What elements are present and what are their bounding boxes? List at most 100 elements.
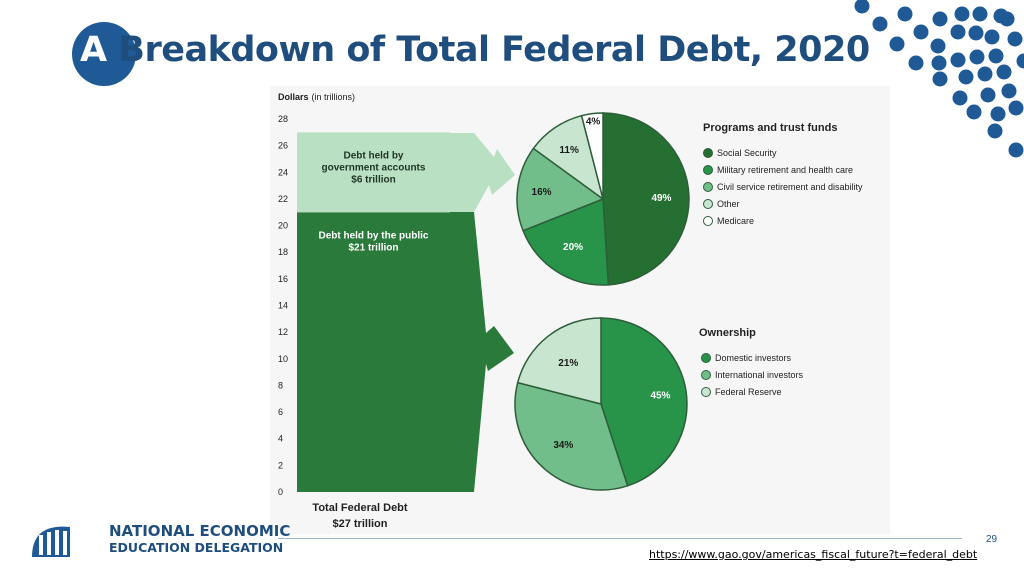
y-tick-label: 14 — [278, 301, 288, 311]
logo-line-2: EDUCATION DELEGATION — [109, 540, 284, 555]
bar-segment-label: Debt held by — [343, 150, 403, 161]
legend-label: Medicare — [717, 216, 754, 226]
decorative-dot — [897, 6, 913, 22]
legend-label: Other — [717, 199, 740, 209]
programs-pie-slice-label: 49% — [651, 193, 671, 204]
footer-divider — [278, 538, 962, 539]
bar-segment-label: Debt held by the public — [318, 230, 428, 241]
programs-legend-title: Programs and trust funds — [703, 122, 837, 134]
ownership-pie-slice — [516, 317, 602, 405]
y-tick-label: 12 — [278, 327, 288, 337]
y-axis: Dollars (in trillions) 024681012141618202… — [278, 92, 355, 497]
legend-label: Federal Reserve — [715, 387, 782, 397]
ownership-pie-slice-label: 21% — [558, 358, 578, 369]
decorative-dot — [1008, 100, 1024, 116]
bar-segment-label: government accounts — [322, 162, 426, 173]
title-accent-circle — [72, 22, 136, 86]
legend-label: International investors — [715, 370, 804, 380]
y-tick-label: 4 — [278, 434, 283, 444]
programs-pie: 49% 20% 16% 11% 4% — [516, 112, 690, 286]
bar-segment — [297, 212, 450, 492]
debt-breakdown-figure: Dollars (in trillions) 0 2 4 6 8 10 12 14 16 18 20 2… — [270, 86, 890, 534]
decorative-dot — [950, 52, 966, 68]
legend-label: Civil service retirement and disability — [717, 182, 863, 192]
programs-pie-slice — [522, 197, 610, 286]
y-tick-label: 16 — [278, 274, 288, 284]
programs-pie-slice — [580, 112, 604, 200]
connector-arrows — [450, 133, 515, 492]
legend-swatch — [703, 148, 713, 158]
decorative-dot — [913, 24, 929, 40]
total-debt-label: Total Federal Debt $27 trillion — [312, 502, 407, 530]
y-tick-label: 28 — [278, 114, 288, 124]
decorative-dot — [889, 36, 905, 52]
legend-swatch — [703, 182, 713, 192]
decorative-dot — [958, 69, 974, 85]
y-tick-label: 24 — [278, 167, 288, 177]
legend-label: Military retirement and health care — [717, 165, 853, 175]
programs-pie-slice — [602, 112, 690, 286]
ownership-legend: Ownership Domestic investors Internationa… — [699, 327, 804, 397]
legend-label: Social Security — [717, 148, 777, 158]
decorative-dot — [1001, 83, 1017, 99]
page-title: A Breakdown of Total Federal Debt, 2020 — [80, 30, 870, 70]
y-tick-label: 0 — [278, 487, 283, 497]
decorative-dot — [952, 90, 968, 106]
decorative-dot — [966, 104, 982, 120]
decorative-dot — [950, 24, 966, 40]
legend-swatch — [701, 387, 711, 397]
decorative-dot — [977, 66, 993, 82]
decorative-dot — [996, 64, 1012, 80]
decorative-dot-pattern — [854, 0, 1024, 158]
debt-chart-svg: Dollars (in trillions) 024681012141618202… — [278, 92, 863, 530]
decorative-dot — [984, 29, 1000, 45]
y-tick-label: 22 — [278, 194, 288, 204]
y-axis-title: Dollars (in trillions) — [278, 92, 355, 102]
y-axis-title-unit: (in trillions) — [312, 92, 356, 102]
bar-category-label: Total Federal Debt — [312, 502, 407, 514]
decorative-dot — [1016, 53, 1024, 69]
programs-pie-slice-label: 11% — [559, 145, 579, 156]
decorative-dot — [988, 48, 1004, 64]
decorative-dot — [932, 11, 948, 27]
nation-dome-icon — [32, 526, 70, 557]
decorative-dot — [968, 25, 984, 41]
decorative-dot — [1007, 31, 1023, 47]
ownership-pie-slice — [600, 317, 688, 487]
y-tick-label: 2 — [278, 460, 283, 470]
page-number: 29 — [986, 534, 998, 545]
bar-segment — [297, 132, 450, 213]
y-tick-label: 26 — [278, 141, 288, 151]
ownership-legend-title: Ownership — [699, 327, 756, 339]
decorative-dot — [987, 123, 1003, 139]
decorative-dot — [872, 16, 888, 32]
stacked-bar: Debt held by the public$21 trillion Debt … — [297, 132, 450, 492]
legend-swatch — [703, 216, 713, 226]
bar-segment-label: $6 trillion — [351, 174, 395, 185]
legend-label: Domestic investors — [715, 353, 792, 363]
decorative-dot — [990, 106, 1006, 122]
source-link[interactable]: https://www.gao.gov/americas_fiscal_futu… — [649, 548, 978, 561]
decorative-dot — [980, 87, 996, 103]
decorative-dot — [999, 11, 1015, 27]
organization-logo: NATIONAL ECONOMIC EDUCATION DELEGATION — [30, 519, 290, 564]
decorative-dot — [1008, 142, 1024, 158]
programs-pie-slice-label: 20% — [563, 242, 583, 253]
decorative-dot — [972, 6, 988, 22]
decorative-dot — [932, 71, 948, 87]
y-tick-label: 6 — [278, 407, 283, 417]
legend-swatch — [703, 199, 713, 209]
ownership-pie: 45% 34% 21% — [514, 317, 688, 491]
decorative-dot — [969, 49, 985, 65]
logo-line-1: NATIONAL ECONOMIC — [109, 522, 291, 540]
title-first-letter: A — [80, 30, 107, 70]
arrow-to-programs-pie — [450, 133, 515, 212]
y-tick-label: 20 — [278, 221, 288, 231]
programs-pie-slice-label: 16% — [532, 187, 552, 198]
y-tick-label: 10 — [278, 354, 288, 364]
decorative-dot — [954, 6, 970, 22]
programs-pie-slice-label: 4% — [586, 117, 601, 128]
ownership-pie-slice — [514, 381, 629, 491]
title-text: Breakdown of Total Federal Debt, 2020 — [106, 30, 870, 70]
arrow-to-ownership-pie — [450, 212, 514, 492]
